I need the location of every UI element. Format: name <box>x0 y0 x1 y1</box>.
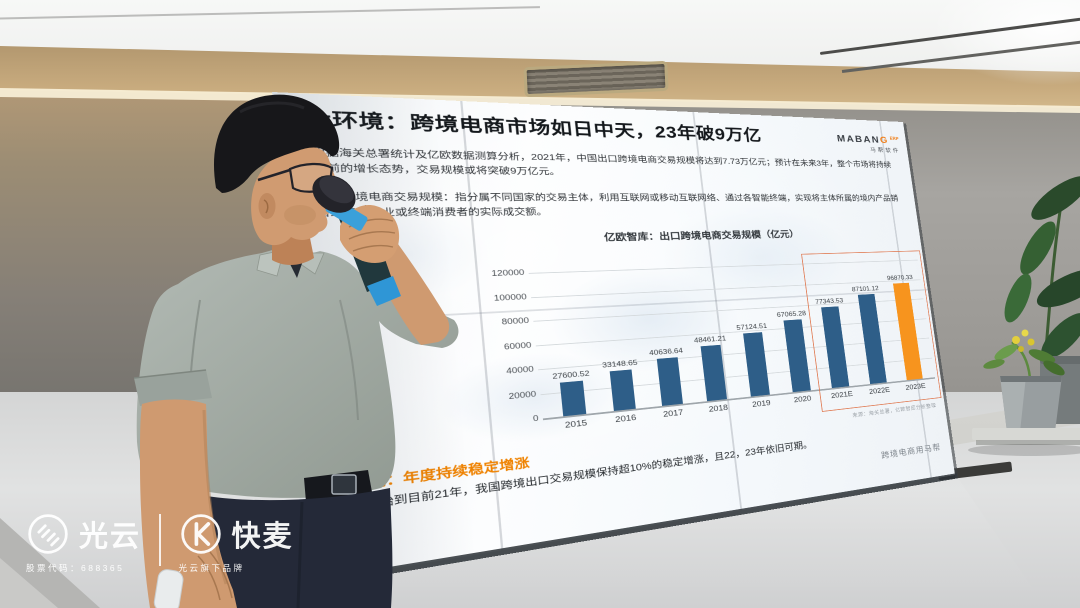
kuaimai-name: 快麦 <box>231 521 294 553</box>
glasses-temple <box>257 168 291 182</box>
watermark-logos: 光云 股票代码：688365 快麦 光云旗下品牌 <box>26 512 294 574</box>
belt-buckle <box>331 474 357 495</box>
kuaimai-caption: 光云旗下品牌 <box>178 563 245 573</box>
watermark-divider <box>159 514 161 566</box>
presenter-hair <box>213 94 340 193</box>
kuaimai-logo: 快麦 光云旗下品牌 <box>179 512 294 574</box>
presenter-clicker <box>153 569 184 608</box>
guangyun-name: 光云 <box>79 521 142 553</box>
rolled-sleeve <box>134 370 212 406</box>
presenter-face <box>251 147 341 246</box>
guangyun-logo: 光云 股票代码：688365 <box>26 512 141 574</box>
presenter-shirt <box>136 249 459 498</box>
pot-tray <box>972 428 1080 440</box>
microphone-blue-cap <box>367 276 401 306</box>
kuaimai-icon <box>180 514 221 554</box>
presenter-right-forearm <box>370 244 450 345</box>
guangyun-caption: 股票代码：688365 <box>26 563 125 573</box>
guangyun-icon <box>28 514 68 554</box>
